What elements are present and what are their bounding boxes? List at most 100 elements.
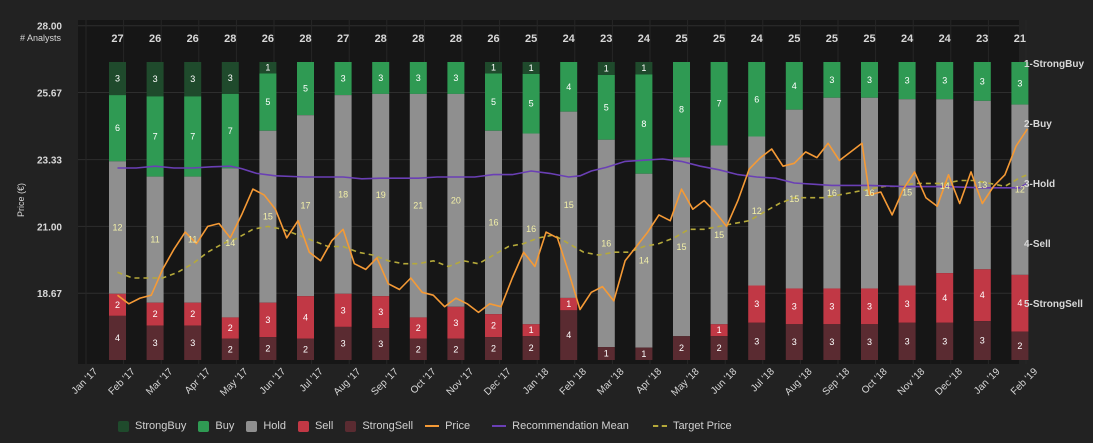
bars-layer [109,62,1029,360]
bar-segment-label: 5 [529,99,534,109]
bar-segment-label: 12 [112,223,122,233]
analyst-count-label: 25 [826,33,838,45]
bar-segment-strongsell [635,347,653,360]
legend-strongbuy[interactable]: StrongBuy [118,420,186,432]
bar-segment-buy [748,62,766,137]
right-tick-label: 5-StrongSell [1024,299,1083,310]
legend-rec-mean[interactable]: Recommendation Mean [492,420,629,432]
bar-segment-sell [1011,274,1029,332]
bar-segment-label: 3 [829,337,834,347]
y-tick-label: 23.33 [37,156,62,167]
analyst-count-label: 23 [600,33,612,45]
legend-target-label: Target Price [672,420,732,432]
bar-segment-sell [936,273,954,323]
bar-segment-buy [297,62,314,116]
bar-segment-hold [372,93,390,297]
bar-segment-label: 7 [228,126,233,136]
analyst-count-label: 26 [187,33,199,45]
analyst-count-label: 24 [638,33,651,45]
bar-segment-hold [221,168,239,318]
bar-segment-label: 2 [228,344,233,354]
bar-segment-label: 20 [451,195,461,205]
legend-price[interactable]: Price [425,420,470,432]
analyst-count-label: 25 [713,33,725,45]
analyst-count-label: 28 [450,33,462,45]
bar-segment-hold [109,161,126,294]
legend: StrongBuy Buy Hold Sell StrongSell Price… [118,418,744,434]
bar-segment-label: 13 [977,180,987,190]
bar-segment-label: 7 [717,99,722,109]
analyst-count-label: 24 [563,33,576,45]
bar-segment-label: 2 [416,323,421,333]
bar-segment-label: 2 [190,309,195,319]
bar-segment-label: 3 [792,337,797,347]
bar-segment-label: 1 [717,325,722,335]
bar-segment-label: 8 [679,105,684,115]
bar-segment-buy [522,73,540,134]
bar-segment-buy [973,62,991,101]
bar-segment-label: 1 [265,63,270,73]
bar-segment-buy [221,93,239,169]
bar-segment-label: 2 [453,344,458,354]
bar-segment-label: 5 [604,102,609,112]
bar-segment-buy [109,95,126,162]
analysts-header-label: # Analysts [20,33,62,43]
analyst-count-label: 28 [299,33,311,45]
bar-segment-label: 3 [228,73,233,83]
bar-segment-label: 3 [754,336,759,346]
bar-segment-label: 16 [827,188,837,198]
bar-segment-label: 2 [265,344,270,354]
bar-segment-sell [560,297,578,311]
bar-segment-hold [447,93,465,307]
analyst-count-label: 25 [863,33,875,45]
legend-strongsell-label: StrongSell [362,420,414,432]
legend-target[interactable]: Target Price [652,420,732,432]
bar-segment-label: 3 [416,73,421,83]
legend-sell-swatch [297,420,309,432]
bar-segment-strongsell [785,324,803,360]
bar-segment-label: 3 [867,75,872,85]
bar-segment-label: 5 [265,97,270,107]
bar-segment-sell [861,288,878,325]
legend-target-swatch [652,425,667,427]
bar-segment-strongbuy [221,62,239,94]
bar-segment-label: 2 [679,343,684,353]
legend-sell[interactable]: Sell [297,420,333,432]
bar-segment-label: 15 [714,230,724,240]
legend-strongsell[interactable]: StrongSell [345,420,413,432]
y-tick-label: 21.00 [37,222,62,233]
bar-segment-sell [146,302,164,326]
bar-segment-label: 16 [526,224,536,234]
bar-segment-buy [635,74,653,174]
bar-segment-label: 3 [905,336,910,346]
right-tick-label: 4-Sell [1024,239,1051,250]
bar-segment-label: 16 [601,238,611,248]
y-tick-label: 18.67 [37,289,62,300]
bar-segment-strongsell [1011,331,1029,360]
bar-segment-strongsell [221,338,239,360]
bar-segment-sell [748,285,766,323]
bar-segment-sell [898,285,916,323]
bar-segment-label: 8 [641,119,646,129]
bar-segment-label: 6 [115,123,120,133]
bar-segment-label: 2 [115,300,120,310]
bar-segment-strongsell [560,310,578,360]
legend-buy-label: Buy [215,420,235,432]
legend-hold[interactable]: Hold [246,420,286,432]
bar-segment-sell [409,317,427,339]
bar-segment-label: 3 [867,301,872,311]
bar-segment-label: 1 [641,349,646,359]
bar-segment-strongsell [973,321,991,360]
bar-segment-strongbuy [597,62,615,75]
bar-segment-sell [447,306,465,339]
bar-segment-label: 2 [153,309,158,319]
legend-buy[interactable]: Buy [198,420,234,432]
bar-segment-hold [785,109,803,289]
bar-segment-strongsell [710,336,728,360]
bar-segment-label: 1 [491,63,496,73]
bar-segment-label: 1 [604,349,609,359]
bar-segment-sell [334,293,352,327]
bar-segment-strongbuy [635,62,653,75]
analyst-count-label: 24 [751,33,764,45]
bar-segment-label: 4 [1017,298,1022,308]
